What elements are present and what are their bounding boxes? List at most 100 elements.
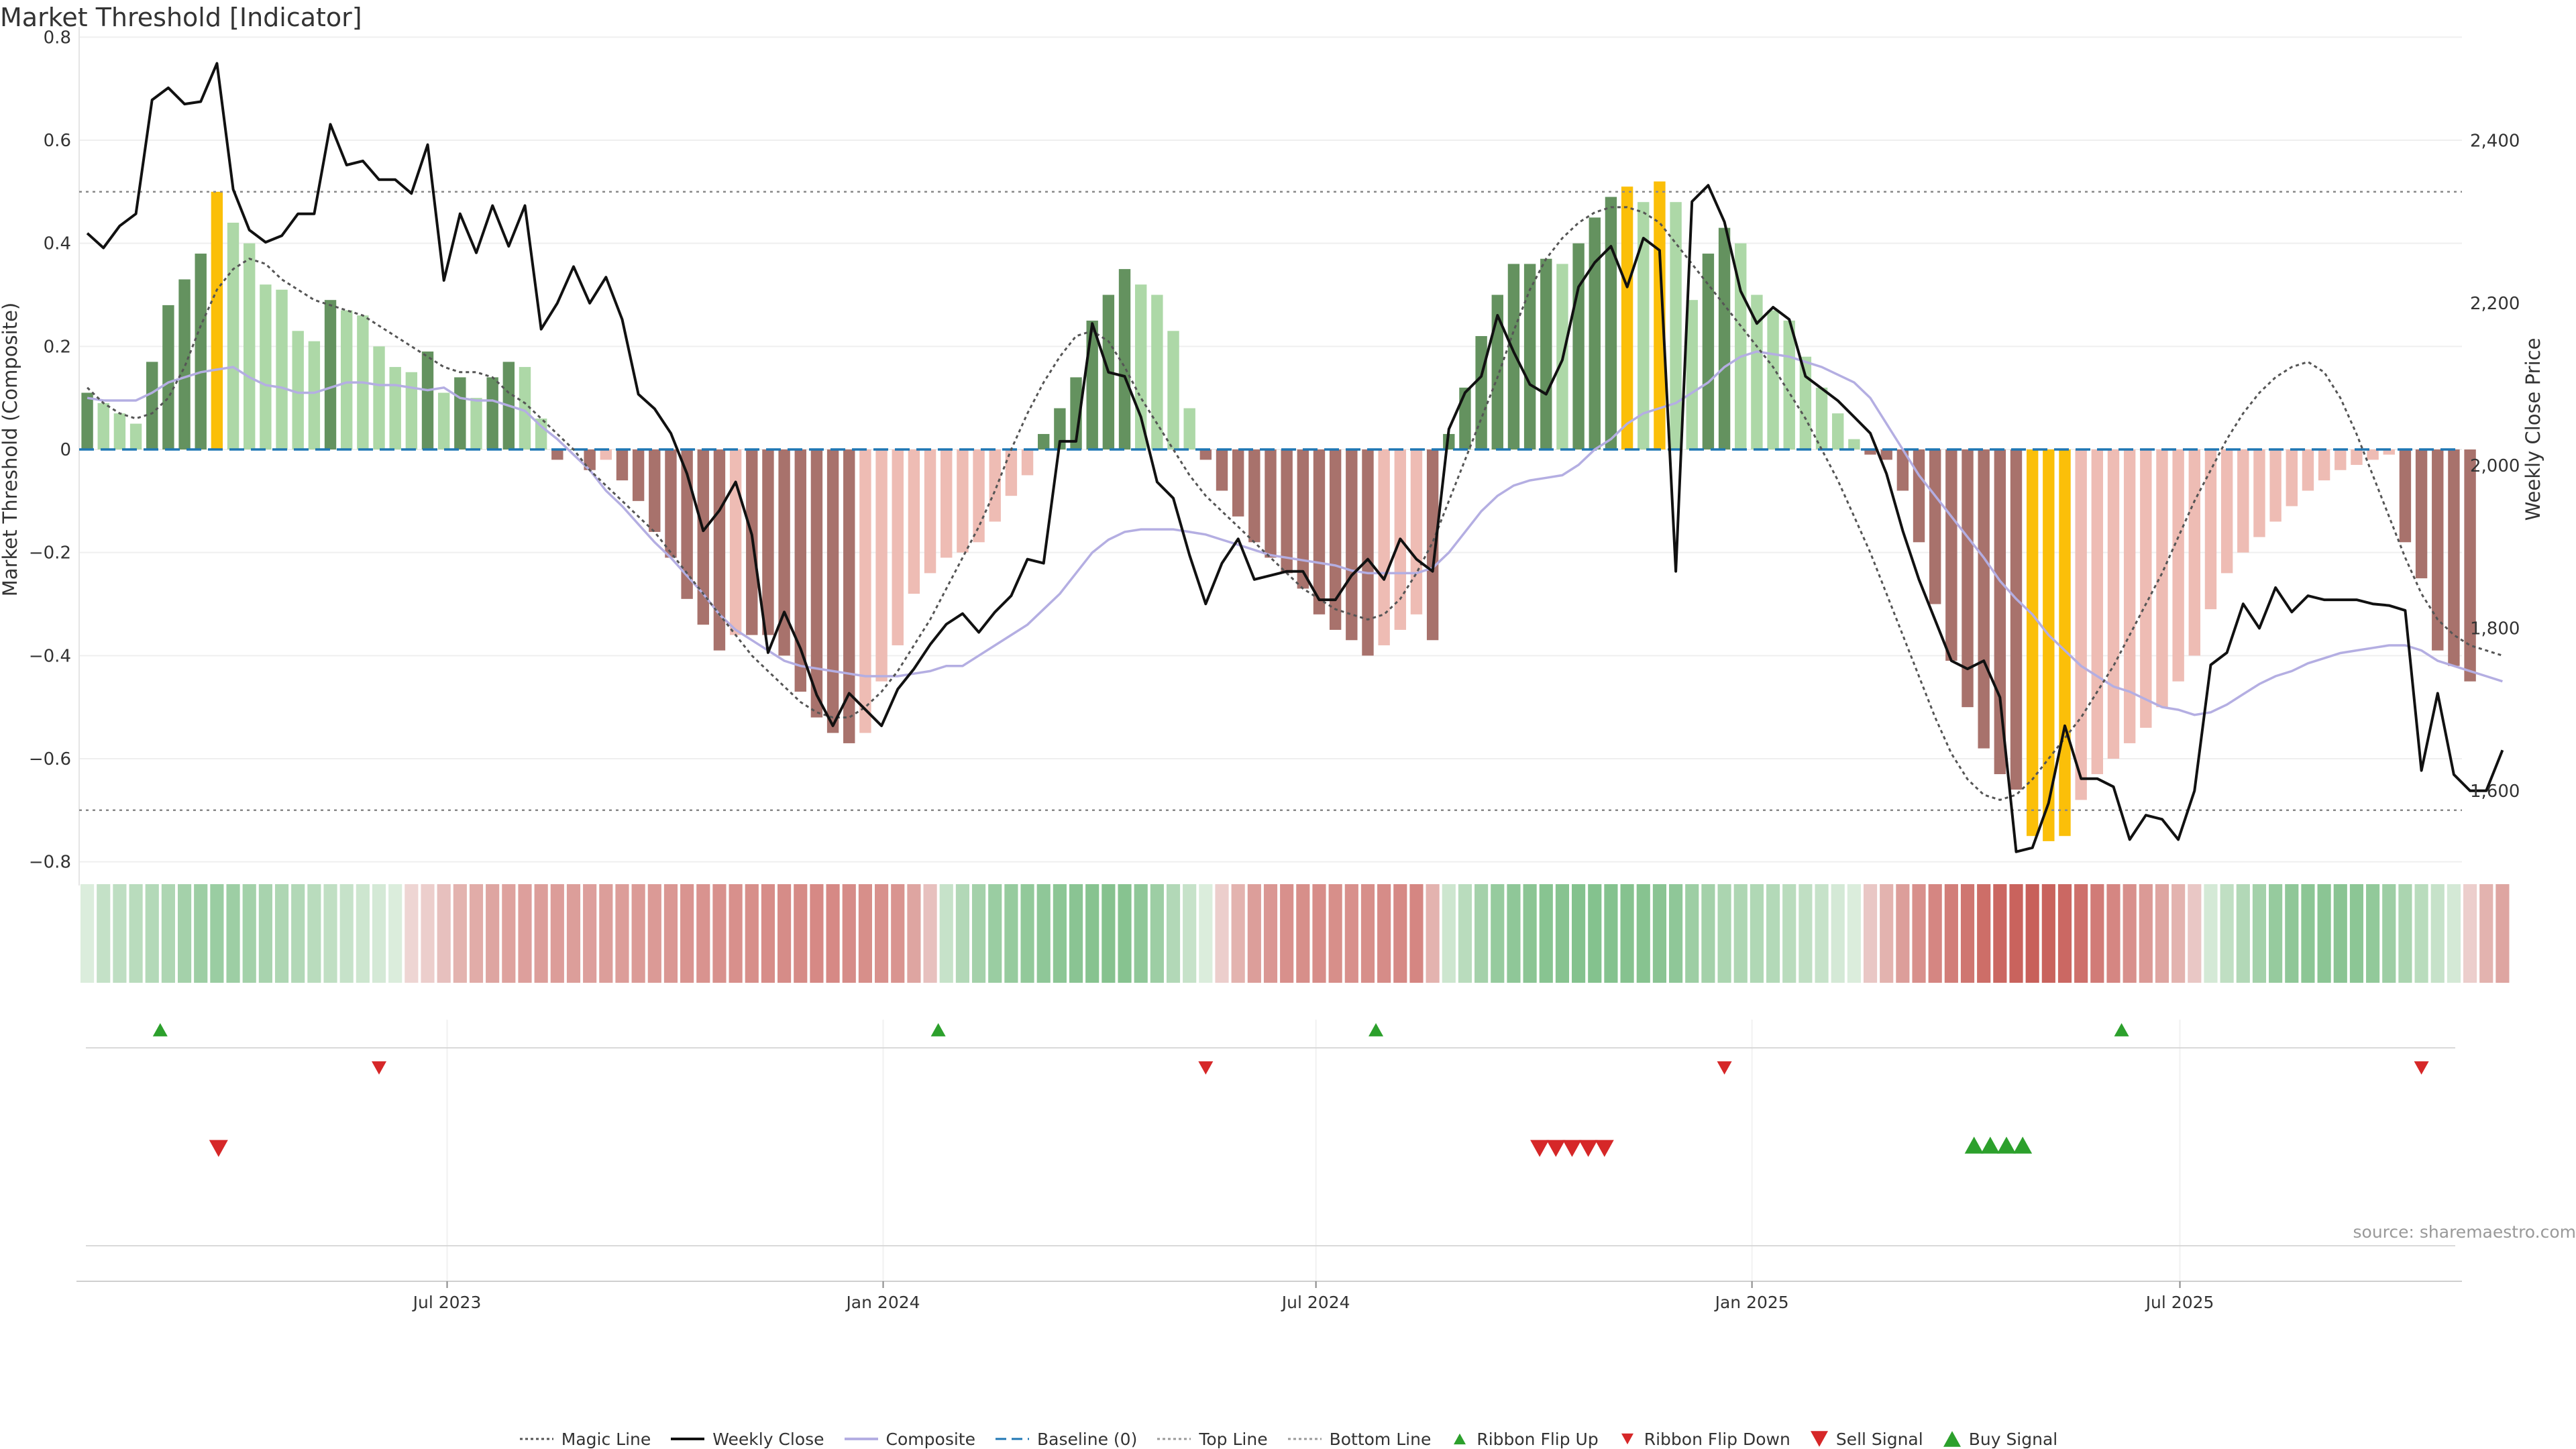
composite-bar <box>1702 254 1715 449</box>
ribbon-cell <box>2106 884 2121 983</box>
composite-bar <box>1070 377 1082 449</box>
composite-bar <box>2432 449 2444 651</box>
composite-bar <box>1038 433 1050 449</box>
ribbon-cell <box>518 884 532 983</box>
ribbon-cell <box>2074 884 2088 983</box>
ribbon-cell <box>2204 884 2218 983</box>
composite-bar <box>1248 449 1260 543</box>
legend-label: Weekly Close <box>712 1429 824 1449</box>
ribbon-cell <box>1896 884 1910 983</box>
ribbon-cell <box>1458 884 1472 983</box>
composite-bar <box>2075 449 2087 800</box>
y-tick-label: 0.4 <box>44 234 71 254</box>
ribbon-cell <box>2220 884 2234 983</box>
ribbon-cell <box>1912 884 1926 983</box>
ribbon-cell <box>761 884 775 983</box>
market-threshold-chart: 0.8 0.6 0.4 0.2 0 −0.2 −0.4 −0.6 −0.8 2,400 2,200 2… <box>0 27 2544 1312</box>
ribbon-cell <box>2463 884 2477 983</box>
sell-signal-marker <box>209 1140 228 1157</box>
composite-bar <box>2286 449 2298 506</box>
ribbon-cell <box>680 884 694 983</box>
y2-tick-label: 1,600 <box>2470 782 2520 802</box>
ribbon-cell <box>323 884 337 983</box>
composite-bar <box>892 449 904 645</box>
composite-bar <box>697 449 709 625</box>
ribbon-cell <box>2009 884 2023 983</box>
x-tick-label: Jul 2024 <box>1281 1293 1350 1312</box>
y-tick-label: 0.8 <box>44 28 71 48</box>
composite-bar <box>340 310 353 449</box>
composite-bar <box>1751 294 1763 449</box>
composite-bar <box>1216 449 1228 491</box>
ribbon-cell <box>745 884 759 983</box>
composite-bar <box>1491 294 1503 449</box>
ribbon-cell <box>2447 884 2461 983</box>
ribbon-cell <box>1782 884 1796 983</box>
composite-bar <box>1346 449 1358 641</box>
composite-bar <box>1783 320 1795 449</box>
ribbon-cell <box>2236 884 2250 983</box>
sell-signal-marker <box>1530 1140 1550 1157</box>
ribbon-cell <box>842 884 856 983</box>
ribbon-cell <box>939 884 953 983</box>
ribbon-cell <box>988 884 1002 983</box>
legend-label: Sell Signal <box>1835 1429 1923 1449</box>
ribbon-cell <box>1847 884 1861 983</box>
composite-bar <box>1329 449 1342 630</box>
composite-bar <box>1767 310 1779 449</box>
ribbon-cell <box>405 884 419 983</box>
ribbon-cell <box>971 884 986 983</box>
y2-tick-label: 2,000 <box>2470 456 2520 476</box>
ribbon-cell <box>2301 884 2315 983</box>
ribbon-cell <box>372 884 386 983</box>
ribbon-cell <box>1280 884 1294 983</box>
composite-bar <box>1880 449 1892 460</box>
ribbon-cell <box>1766 884 1780 983</box>
composite-bar <box>227 222 239 449</box>
composite-bar <box>1815 387 1828 449</box>
legend-label: Buy Signal <box>1968 1429 2058 1449</box>
ribbon-cell <box>291 884 305 983</box>
composite-bar <box>973 449 985 543</box>
ribbon-cell <box>1442 884 1456 983</box>
composite-bar <box>1054 408 1066 449</box>
composite-bar <box>1378 449 1390 645</box>
legend-item: Ribbon Flip Down <box>1617 1429 1790 1449</box>
ribbon-cell <box>1215 884 1229 983</box>
ribbon-flip-up-marker <box>2114 1023 2129 1036</box>
ribbon-cell <box>1102 884 1116 983</box>
ribbon-cell <box>2317 884 2331 983</box>
composite-bar <box>1507 264 1520 449</box>
ribbon-cell <box>1960 884 1975 983</box>
composite-bar <box>632 449 645 501</box>
composite-bar <box>2351 449 2363 466</box>
composite-bar <box>1621 186 1633 449</box>
ribbon-cell <box>2430 884 2445 983</box>
ribbon-cell <box>469 884 484 983</box>
lines-layer <box>79 62 2504 853</box>
legend-item: Composite <box>843 1429 975 1449</box>
legend-item: Bottom Line <box>1287 1429 1431 1449</box>
ribbon-cell <box>1296 884 1310 983</box>
ribbon-cell <box>1377 884 1391 983</box>
ribbon-cell <box>1652 884 1666 983</box>
composite-bar <box>1183 408 1195 449</box>
composite-bar <box>1021 449 1034 476</box>
ribbon-cell <box>794 884 808 983</box>
ribbon-cell <box>97 884 111 983</box>
composite-bar <box>2253 449 2265 537</box>
ribbon-cell <box>1118 884 1132 983</box>
composite-bar <box>1638 202 1650 449</box>
y-tick-label: −0.6 <box>29 749 71 769</box>
source-credit: source: sharemaestro.com <box>2353 1222 2576 1242</box>
ribbon-cell <box>502 884 516 983</box>
legend-item: Buy Signal <box>1942 1429 2058 1449</box>
legend-item: Weekly Close <box>669 1429 824 1449</box>
ribbon-cell <box>2139 884 2153 983</box>
ribbon-cell <box>339 884 354 983</box>
ribbon-cell <box>2333 884 2347 983</box>
ribbon-cell <box>583 884 597 983</box>
ribbon-cell <box>663 884 678 983</box>
y-axis-label: Market Threshold (Composite) <box>0 303 21 596</box>
ribbon-cell <box>2057 884 2072 983</box>
